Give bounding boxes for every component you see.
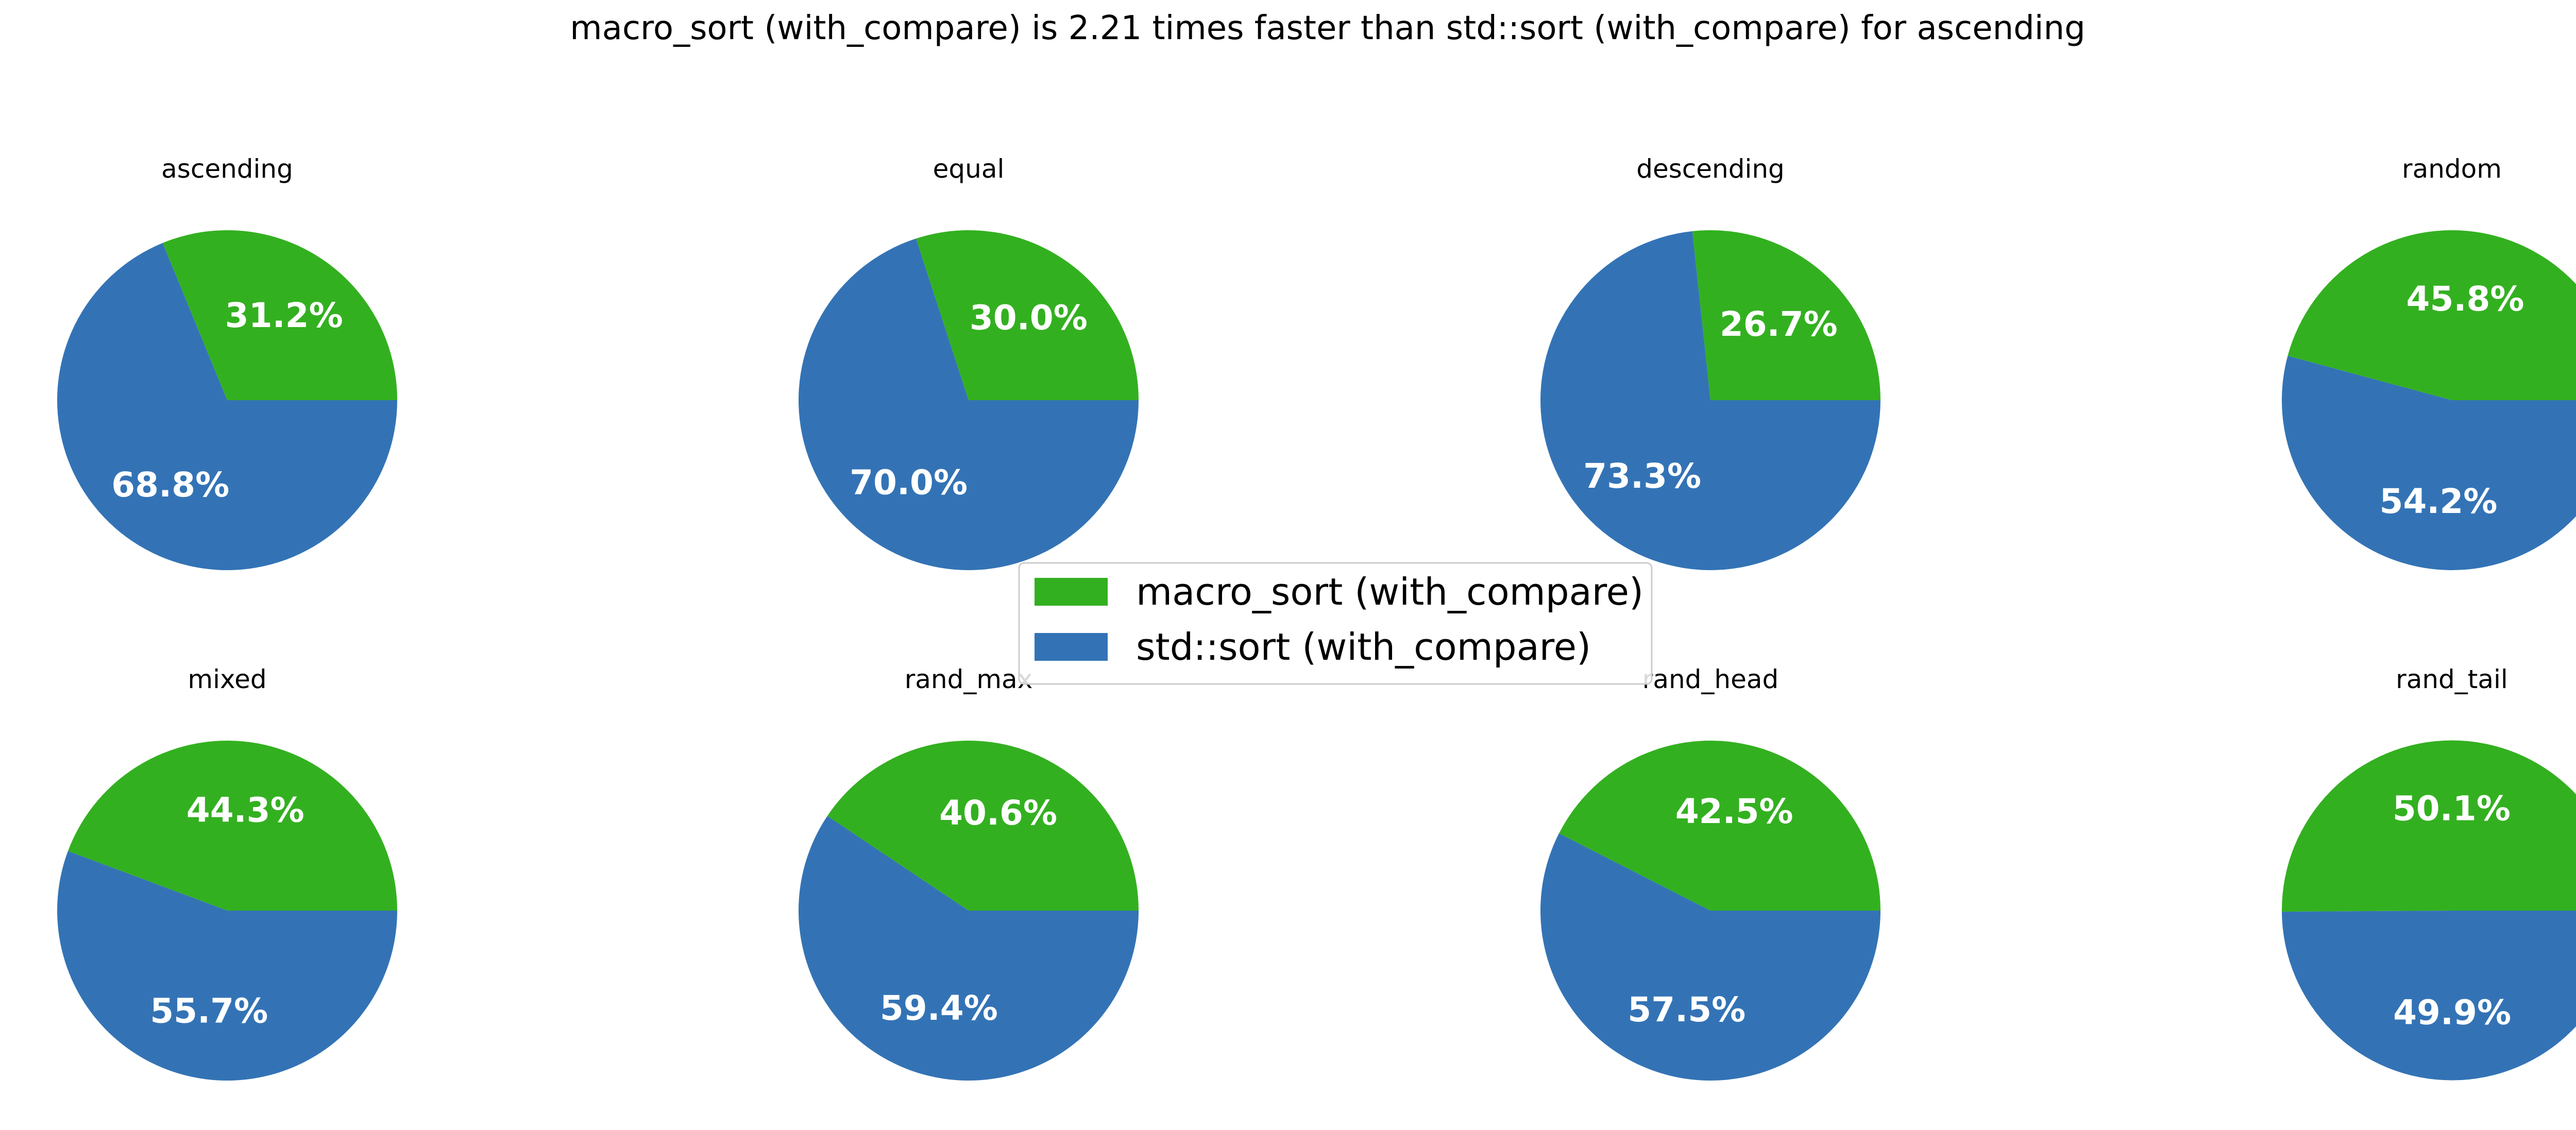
pie-slice-label: 73.3% [1583,456,1701,496]
pie-rand-max: rand_max 40.6% 59.4% [799,664,1139,1081]
pie-slice-std-sort [57,243,397,570]
legend-swatch [1035,578,1108,606]
pie-mixed: mixed 44.3% 55.7% [57,664,398,1081]
pie-slice-label: 44.3% [187,791,304,830]
pie-slice-macro-sort [827,740,1139,911]
pie-title: equal [933,154,1005,184]
pie-slice-macro-sort [162,230,397,400]
pie-slice-std-sort [2282,355,2576,570]
pie-title: mixed [188,664,266,694]
legend: macro_sort (with_compare)std::sort (with… [1018,562,1653,685]
legend-swatch [1035,633,1108,661]
pie-slice-macro-sort [1558,741,1880,911]
pie-slice-std-sort [1540,833,1880,1081]
pie-descending: descending 26.7% 73.3% [1540,154,1880,570]
pie-slice-label: 59.4% [880,988,998,1028]
pie-slice-label: 70.0% [850,463,968,503]
pie-slice-label: 26.7% [1720,304,1838,344]
pie-slice-std-sort [1540,231,1880,570]
pie-slice-macro-sort [67,741,397,911]
pie-slice-macro-sort [2287,230,2576,400]
pie-rand-head: rand_head 42.5% 57.5% [1540,664,1880,1081]
pie-slice-label: 54.2% [2379,482,2497,521]
pie-slice-std-sort [2282,911,2576,1081]
pie-ascending: ascending 31.2% 68.8% [57,154,397,570]
legend-entry-label: std::sort (with_compare) [1136,625,1591,669]
pie-title: descending [1636,154,1785,184]
pie-slice-macro-sort [2282,740,2576,912]
pie-slice-std-sort [799,238,1139,570]
pie-title: random [2402,154,2502,184]
pie-title: rand_tail [2396,664,2508,694]
pie-title: rand_max [905,664,1033,694]
pie-slice-macro-sort [1692,230,1880,400]
pie-slice-label: 50.1% [2393,789,2511,829]
pie-slice-label: 42.5% [1675,792,1793,831]
legend-frame [1018,562,1653,685]
pie-slice-label: 57.5% [1628,990,1745,1030]
pie-rand-tail: rand_tail 50.1% 49.9% [2282,664,2576,1081]
pie-slice-label: 55.7% [150,991,268,1031]
pie-title: ascending [161,154,293,184]
chart-title: macro_sort (with_compare) is 2.21 times … [570,9,2085,47]
legend-entry-label: macro_sort (with_compare) [1136,570,1643,613]
pie-slice-label: 40.6% [939,793,1057,833]
pie-slice-label: 45.8% [2406,279,2524,319]
pie-slice-label: 68.8% [111,465,229,505]
pie-slice-std-sort [57,851,398,1081]
pie-slice-label: 30.0% [970,298,1088,337]
pie-slice-std-sort [799,816,1139,1081]
pie-title: rand_head [1642,664,1778,694]
pie-equal: equal 30.0% 70.0% [799,154,1139,570]
pie-slice-label: 49.9% [2393,993,2511,1033]
pie-grid: ascending 31.2% 68.8% equal 30.0% 70.0% descen… [57,154,2576,1081]
pie-random: random 45.8% 54.2% [2282,154,2576,570]
pie-slice-label: 31.2% [225,296,343,335]
pie-slice-macro-sort [916,230,1139,400]
